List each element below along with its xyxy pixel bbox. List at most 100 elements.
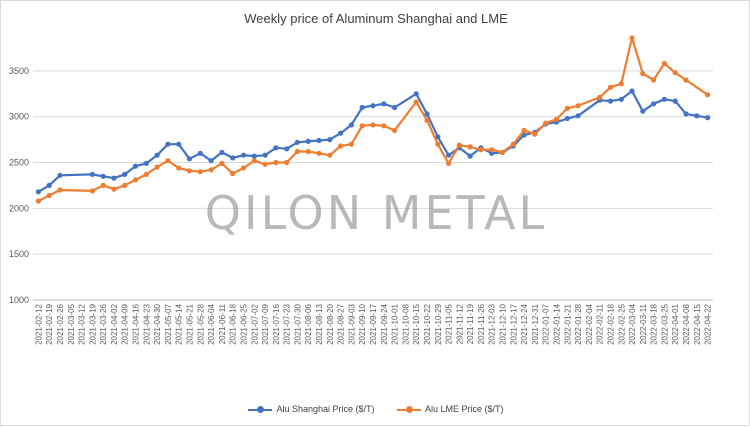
series-layer [35,35,711,204]
data-point-lme [370,122,376,128]
series-lme [35,35,711,204]
x-tick-label: 2021-12-31 [531,303,540,344]
data-point-shanghai [46,182,52,188]
data-point-shanghai [651,101,657,107]
x-tick-label: 2022-04-22 [704,303,713,344]
data-point-lme [122,182,128,188]
x-tick-label: 2021-06-25 [239,303,248,344]
data-point-shanghai [197,150,203,156]
data-point-lme [672,70,678,76]
data-point-shanghai [694,113,700,119]
x-tick-label: 2021-08-20 [326,303,335,344]
x-tick-label: 2022-02-25 [617,303,626,344]
x-tick-label: 2021-10-15 [412,303,421,344]
data-point-lme [564,105,570,111]
x-tick-label: 2021-08-13 [315,303,324,344]
data-point-shanghai [640,108,646,114]
data-point-lme [521,127,527,133]
data-point-shanghai [489,150,495,156]
data-point-lme [230,170,236,177]
data-point-lme [57,187,63,193]
data-point-shanghai [186,156,193,162]
data-point-lme [456,142,462,148]
data-point-shanghai [294,139,300,145]
x-tick-label: 2021-09-17 [369,303,378,344]
legend-entry-shanghai: Alu Shanghai Price ($/T) [248,404,375,414]
legend-entry-lme: Alu LME Price ($/T) [397,404,504,414]
data-point-shanghai [284,146,290,152]
x-tick-label: 2021-12-10 [499,303,508,344]
y-tick-label: 3000 [9,112,29,122]
x-tick-label: 2021-03-26 [99,303,108,344]
data-point-lme [435,141,441,147]
x-tick-label: 2021-02-26 [56,303,65,344]
x-tick-label: 2021-04-30 [153,303,162,344]
x-tick-label: 2021-11-19 [466,303,475,344]
data-point-lme [327,152,333,158]
data-point-lme [338,143,344,149]
x-tick-label: 2021-07-02 [250,303,259,344]
data-point-lme [197,169,203,175]
data-point-lme [392,127,398,133]
data-point-lme [154,164,160,170]
data-point-lme [607,84,614,90]
data-point-shanghai [435,134,441,140]
legend-swatch-lme [397,405,422,414]
x-tick-label: 2021-08-27 [337,303,346,344]
data-point-lme [705,92,711,98]
data-point-shanghai [564,115,570,122]
data-point-lme [640,71,646,77]
data-point-shanghai [122,171,128,177]
x-tick-label: 2021-09-10 [358,303,367,344]
data-point-shanghai [132,163,139,169]
data-point-shanghai [143,160,149,166]
x-tick-label: 2022-03-18 [650,303,659,344]
x-tick-label: 2021-11-12 [455,303,464,344]
x-tick-label: 2022-03-11 [639,303,648,344]
x-tick-label: 2021-03-19 [88,303,97,344]
x-tick-label: 2021-10-22 [423,303,432,344]
x-tick-label: 2022-01-07 [542,303,551,344]
data-point-shanghai [165,141,171,147]
data-point-lme [89,188,95,194]
data-point-lme [618,81,624,87]
x-tick-label: 2021-03-12 [78,303,87,344]
data-point-shanghai [413,91,419,97]
x-tick-label: 2022-02-11 [596,303,605,344]
data-point-lme [143,171,149,177]
data-point-lme [208,167,214,173]
data-point-lme [467,144,473,150]
x-tick-label: 2021-04-02 [110,303,119,344]
data-point-lme [543,120,549,126]
data-point-shanghai [683,111,689,117]
y-tick-label: 2000 [9,203,29,213]
x-tick-label: 2022-01-14 [552,303,561,344]
x-tick-label: 2021-11-05 [445,303,454,344]
legend-label-shanghai: Alu Shanghai Price ($/T) [276,404,375,414]
data-point-shanghai [338,130,344,136]
x-tick-label: 2021-11-26 [477,303,486,344]
data-point-lme [186,168,193,174]
y-tick-label: 1500 [9,249,29,259]
data-point-shanghai [370,103,376,109]
data-point-lme [176,165,182,171]
data-point-lme [489,147,495,153]
x-tick-label: 2022-03-25 [660,303,669,344]
x-tick-label: 2021-06-04 [207,303,216,344]
x-tick-label: 2021-05-28 [196,303,205,344]
data-point-lme [661,60,668,67]
data-point-lme [46,192,52,199]
data-point-lme [111,186,117,192]
x-tick-label: 2022-02-04 [585,303,594,344]
x-tick-label: 2022-01-28 [574,303,583,344]
legend: Alu Shanghai Price ($/T) Alu LME Price (… [1,404,750,414]
chart-title: Weekly price of Aluminum Shanghai and LM… [244,11,508,26]
data-point-lme [510,141,516,147]
x-tick-label: 2021-06-18 [229,303,238,344]
x-tick-label: 2022-01-21 [563,303,572,344]
data-point-shanghai [705,115,711,121]
data-point-lme [651,77,657,83]
x-tick-label: 2021-12-03 [488,303,497,344]
